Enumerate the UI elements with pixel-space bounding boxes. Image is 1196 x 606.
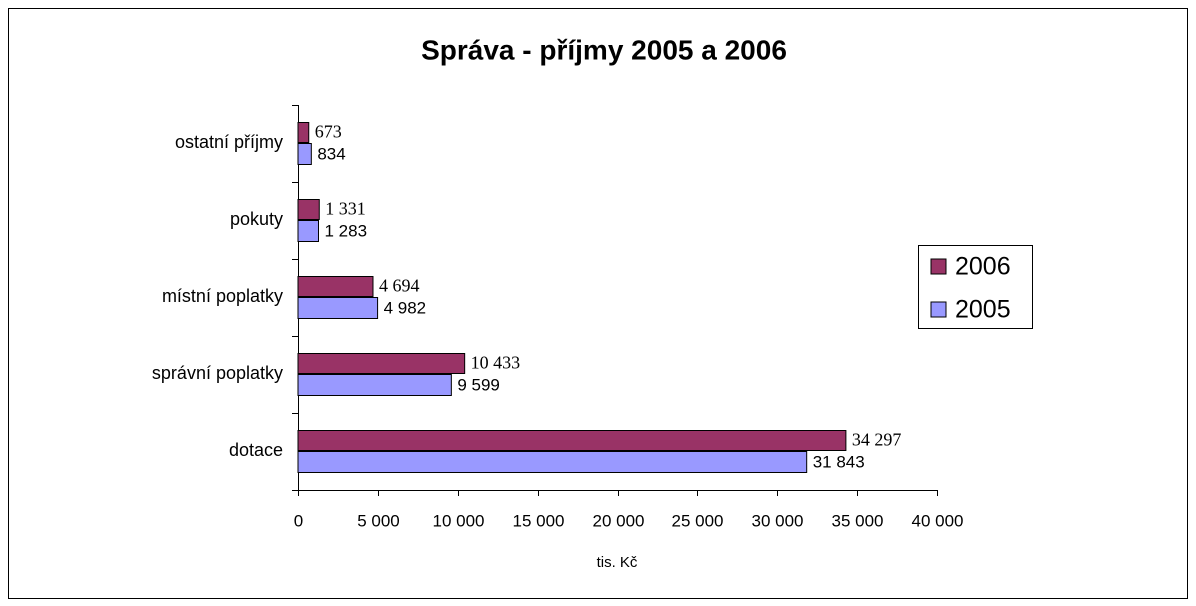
bar [297, 430, 847, 451]
x-tick-label: 20 000 [593, 511, 645, 530]
x-tick-label: 5 000 [357, 511, 400, 530]
legend-label: 2005 [955, 296, 1011, 324]
x-tick-label: 0 [294, 511, 303, 530]
value-label: 834 [317, 144, 345, 163]
bar [297, 122, 310, 143]
chart-title: Správa - příjmy 2005 a 2006 [421, 34, 787, 65]
value-label: 673 [315, 122, 342, 142]
category-label: správní poplatky [152, 363, 283, 383]
x-tick-label: 10 000 [433, 511, 485, 530]
bar [297, 374, 452, 396]
value-label: 31 843 [813, 452, 865, 471]
legend-label: 2006 [955, 253, 1011, 281]
bar [297, 199, 320, 220]
bar [297, 276, 374, 297]
value-label: 1 283 [324, 221, 367, 240]
value-label: 34 297 [852, 430, 902, 450]
x-axis-title: tis. Kč [597, 554, 638, 571]
bar [297, 451, 808, 473]
legend-swatch [930, 301, 947, 318]
bar [297, 353, 466, 374]
bar [297, 220, 319, 242]
x-tick-label: 15 000 [513, 511, 565, 530]
category-label: pokuty [230, 209, 283, 229]
value-label: 10 433 [471, 353, 521, 373]
category-label: místní poplatky [162, 286, 283, 306]
category-label: dotace [229, 440, 283, 460]
value-label: 4 694 [379, 276, 420, 296]
legend-swatch [930, 258, 947, 275]
x-tick-label: 35 000 [832, 511, 884, 530]
value-label: 1 331 [325, 199, 366, 219]
value-label: 4 982 [384, 298, 427, 317]
x-tick-label: 25 000 [672, 511, 724, 530]
value-label: 9 599 [457, 375, 500, 394]
category-label: ostatní příjmy [175, 132, 283, 152]
bar [297, 297, 379, 319]
x-tick-label: 40 000 [912, 511, 964, 530]
bar [297, 143, 312, 165]
x-tick-label: 30 000 [752, 511, 804, 530]
